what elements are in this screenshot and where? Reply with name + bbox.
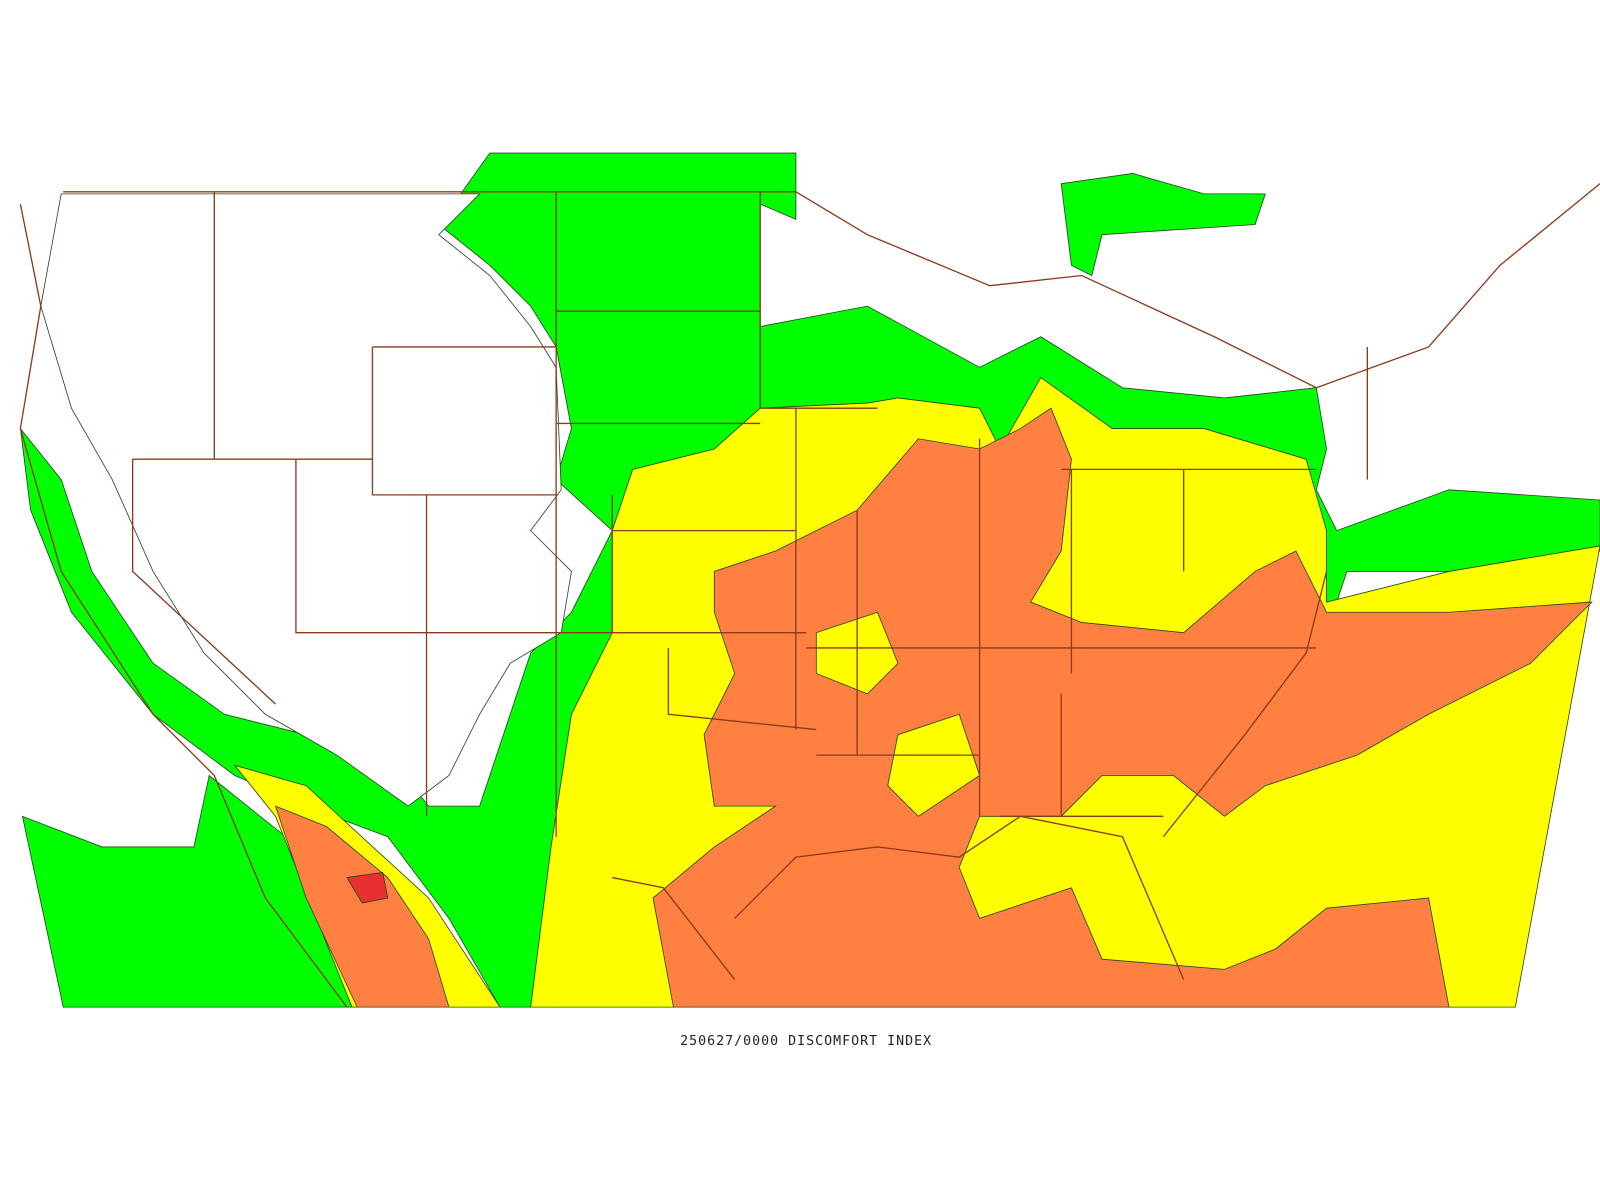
country-border	[63, 183, 1600, 389]
coastline	[19, 203, 1328, 1008]
state-borders	[131, 191, 1369, 837]
baja-hot-field	[274, 805, 450, 1008]
map-caption: 250627/0000 DISCOMFORT INDEX	[680, 1034, 932, 1049]
canada-field	[1060, 173, 1266, 277]
west-ocean-field	[21, 774, 353, 1008]
inner-field	[887, 713, 981, 817]
borders	[19, 183, 1600, 1008]
southeast-field	[652, 407, 1593, 1008]
peak-field	[346, 871, 389, 904]
mountain-west-clear	[40, 193, 572, 807]
map-fields	[19, 152, 1600, 1008]
